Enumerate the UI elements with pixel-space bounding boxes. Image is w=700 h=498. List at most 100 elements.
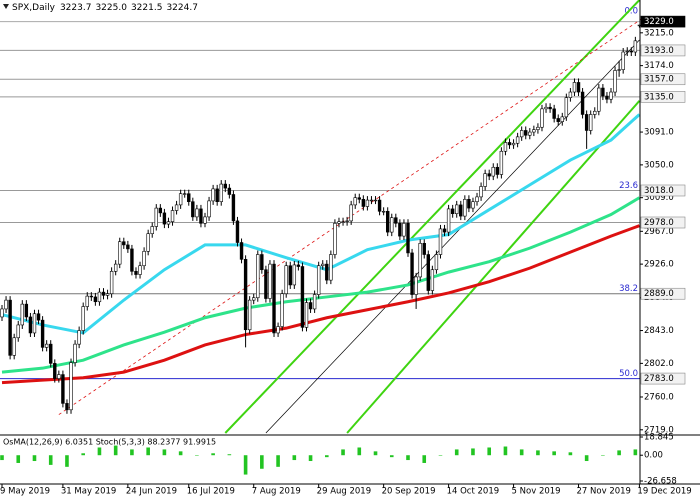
candle-body [199, 208, 203, 224]
osma-bar [503, 446, 508, 456]
candle-body [260, 254, 264, 271]
candle-body [515, 136, 520, 144]
candle-body [73, 343, 77, 363]
candle-body [418, 243, 422, 278]
x-tick-label: 16 Jul 2019 [187, 487, 235, 497]
candle-body [479, 186, 483, 198]
candle-body [97, 291, 102, 303]
candle-body [633, 40, 638, 53]
candle-body [118, 241, 122, 265]
x-tick-label: 19 Dec 2019 [637, 487, 691, 497]
candle-body [463, 198, 467, 217]
candle-body [385, 210, 390, 233]
candle-body [426, 254, 430, 291]
level-box [640, 73, 686, 86]
candle-body [89, 295, 94, 298]
candle-body [564, 97, 569, 118]
osma-bar [325, 455, 329, 458]
ohlc: 3221.5 [131, 3, 163, 13]
candle-body [373, 199, 378, 202]
candle-body [625, 50, 629, 53]
candle-body [406, 223, 410, 254]
candle-body [532, 129, 536, 133]
osma-bar [195, 455, 199, 456]
candle-body [390, 217, 394, 233]
candle-body [316, 265, 321, 295]
x-tick-label: 27 Nov 2019 [577, 487, 631, 497]
candle-body [150, 226, 154, 235]
panel-tick-label: 18.845 [644, 433, 674, 443]
candle-body [69, 362, 73, 411]
candle-body [524, 130, 528, 136]
candle-body [540, 108, 544, 128]
candle-body [601, 87, 605, 97]
candle-body [337, 221, 341, 224]
y-tick-label: 2719.0 [644, 425, 674, 435]
candle-body [475, 196, 479, 202]
indicator-label: OsMA(12,26,9) 6.0351 Stoch(5,3,3) 88.237… [3, 438, 216, 447]
y-tick-label: 2967.0 [644, 227, 674, 237]
candle-body [325, 263, 329, 281]
candle-body [247, 299, 252, 331]
candle-body [556, 118, 560, 122]
candle-body [613, 70, 617, 93]
candle-body [109, 271, 114, 295]
candle-body [203, 216, 207, 224]
candle-body [341, 221, 345, 223]
candle-body [0, 308, 4, 318]
osma-bar [243, 455, 248, 475]
osma-bar [519, 449, 524, 456]
osma-bar [584, 455, 589, 462]
candle-body [276, 326, 280, 334]
osma-bar [454, 449, 459, 456]
candle-body [235, 220, 240, 243]
candle-body [450, 208, 455, 214]
candle-body [321, 263, 325, 267]
level-box [640, 372, 686, 385]
candle-body [369, 199, 374, 202]
candle-body [32, 313, 37, 334]
candle-body [507, 142, 512, 146]
candle-body [560, 116, 564, 122]
osma-bar [146, 447, 150, 456]
osma-bar [0, 455, 4, 461]
candle-body [361, 198, 366, 207]
candle-body [219, 183, 223, 202]
osma-bar [97, 447, 102, 456]
osma-bar [536, 450, 540, 456]
candle-body [629, 50, 634, 53]
osma-bar [48, 455, 53, 465]
candle-body [528, 131, 532, 136]
candle-body [280, 293, 284, 327]
candle-body [597, 87, 601, 112]
ohlc: 3224.7 [166, 3, 198, 13]
candle-body [166, 221, 171, 225]
osma-bar [292, 455, 297, 461]
candle-body [519, 130, 524, 138]
trend-line [224, 0, 641, 434]
candle-body [191, 201, 195, 218]
candle-body [487, 173, 491, 177]
candle-body [548, 106, 552, 110]
candle-body [8, 299, 12, 356]
candle-body [304, 302, 309, 328]
candle-body [85, 295, 89, 307]
candle-body [49, 343, 53, 364]
symbol: SPX,Daily [12, 3, 56, 13]
candle-body [349, 204, 353, 222]
osma-bar [568, 452, 573, 456]
candle-body [24, 303, 29, 318]
candle-body [446, 208, 451, 233]
candle-body [93, 296, 98, 303]
osma-bar [389, 455, 394, 458]
osma-bar [438, 455, 443, 456]
candle-body [4, 299, 8, 310]
candle-body [329, 254, 333, 281]
candle-body [430, 269, 435, 291]
candle-body [158, 207, 163, 214]
candle-body [398, 223, 402, 237]
x-tick-label: 31 May 2019 [61, 487, 116, 497]
osma-bar [130, 449, 134, 456]
candle-body [580, 91, 585, 115]
candle-body [300, 266, 305, 328]
